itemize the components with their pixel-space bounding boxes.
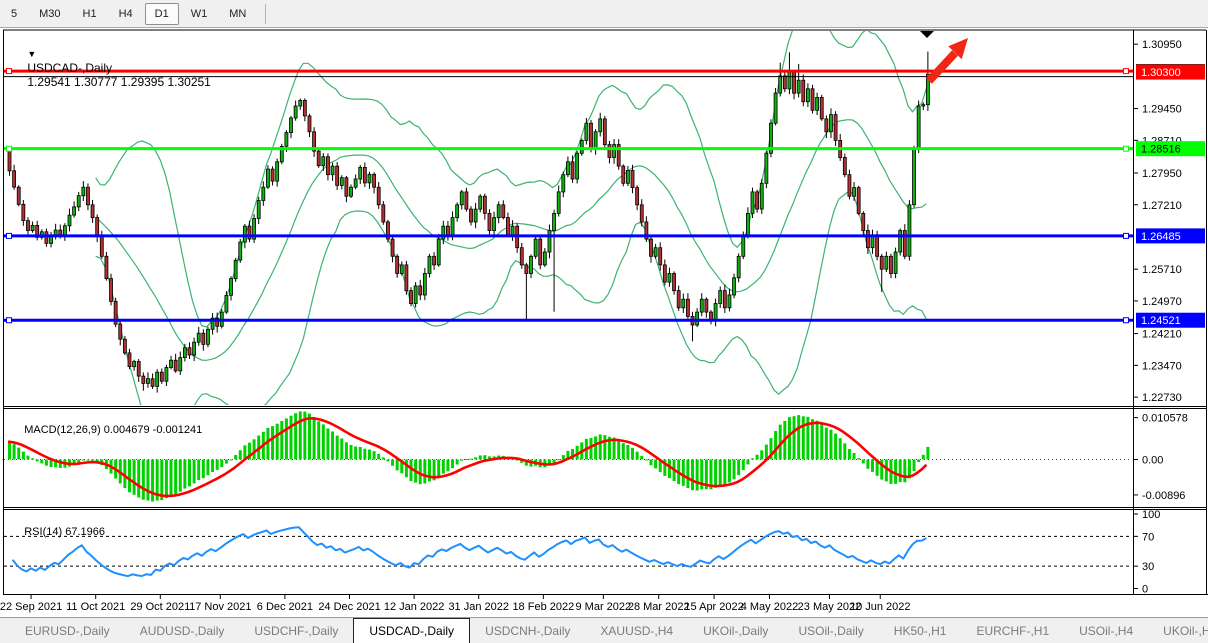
svg-text:15 Apr 2022: 15 Apr 2022 [684,601,743,613]
chart-tab-ukoildaily[interactable]: UKOil-,Daily [703,623,769,638]
price-badge-1.26485: 1.26485 [1136,228,1205,244]
chart-tab-usdcaddaily[interactable]: USDCAD-,Daily [353,618,471,643]
svg-text:100: 100 [1142,509,1160,521]
svg-text:9 Mar 2022: 9 Mar 2022 [576,601,632,613]
svg-text:12 Jan 2022: 12 Jan 2022 [384,601,445,613]
rsi-name: RSI(14) [24,526,63,538]
price-axis[interactable]: 1.309501.294501.287101.279501.272101.257… [1133,39,1182,404]
svg-text:1.24210: 1.24210 [1142,329,1182,341]
svg-text:4 May 2022: 4 May 2022 [741,601,798,613]
chart-tabs-bar: EURUSD-,Daily AUDUSD-,Daily USDCHF-,Daily U… [0,617,1208,643]
svg-text:1.27210: 1.27210 [1142,200,1182,212]
rsi-value: 67.1966 [65,526,105,538]
down-triangle-marker [920,31,934,38]
svg-text:1.30300: 1.30300 [1141,67,1181,79]
svg-text:10 Jun 2022: 10 Jun 2022 [850,601,911,613]
hline-1.26485[interactable] [4,232,1133,239]
macd-indicator-label: MACD(12,26,9) 0.004679 -0.001241 [12,412,202,448]
timeframe-button-m30[interactable]: M30 [39,7,61,20]
svg-text:29 Oct 2021: 29 Oct 2021 [130,601,190,613]
hline-1.30300[interactable] [4,68,1133,75]
chart-tab-usdcnhdaily[interactable]: USDCNH-,Daily [485,623,571,638]
chart-tab-eurchfh1[interactable]: EURCHF-,H1 [976,623,1050,638]
svg-text:22 Sep 2021: 22 Sep 2021 [0,601,62,613]
svg-text:1.26485: 1.26485 [1141,231,1181,243]
svg-text:1.25710: 1.25710 [1142,264,1182,276]
chart-tab-hk50h1[interactable]: HK50-,H1 [893,623,947,638]
svg-text:1.28516: 1.28516 [1141,144,1181,156]
bollinger-lower-band [95,191,927,405]
chart-tab-usoilh4[interactable]: USOil-,H4 [1079,623,1134,638]
chart-tab-xauusdh4[interactable]: XAUUSD-,H4 [600,623,674,638]
price-badge-1.30300: 1.30300 [1136,64,1205,80]
chart-frame [3,29,1208,595]
toolbar-separator [265,3,267,24]
svg-text:6 Dec 2021: 6 Dec 2021 [257,601,313,613]
svg-text:18 Feb 2022: 18 Feb 2022 [512,601,574,613]
hline-1.28516[interactable] [4,145,1133,152]
svg-text:1.29450: 1.29450 [1142,104,1182,116]
timeframe-button-h1[interactable]: H1 [82,7,97,20]
chart-tab-audusddaily[interactable]: AUDUSD-,Daily [139,623,225,638]
svg-text:17 Nov 2021: 17 Nov 2021 [189,601,251,613]
price-badge-1.28516: 1.28516 [1136,141,1205,157]
chart-canvas[interactable]: 1.309501.294501.287101.279501.272101.257… [0,28,1208,617]
svg-text:1.23470: 1.23470 [1142,360,1182,372]
chart-tab-eurusddaily[interactable]: EURUSD-,Daily [25,623,110,638]
svg-text:24 Dec 2021: 24 Dec 2021 [318,601,380,613]
chart-tab-ukoilh4[interactable]: UKOil-,H4 [1163,623,1208,638]
hline-1.24521[interactable] [4,317,1133,324]
symbol-dropdown-icon[interactable]: ▼ [27,49,37,59]
svg-text:-0.00896: -0.00896 [1142,490,1185,502]
svg-text:1.27950: 1.27950 [1142,168,1182,180]
timeframe-button-5[interactable]: 5 [11,7,18,20]
svg-text:31 Jan 2022: 31 Jan 2022 [448,601,509,613]
timeframe-button-d1[interactable]: D1 [144,2,179,25]
svg-text:30: 30 [1142,561,1154,573]
red-up-arrow[interactable] [926,38,968,84]
bollinger-middle-band [95,119,927,361]
chart-tab-usdchfdaily[interactable]: USDCHF-,Daily [254,623,339,638]
rsi-indicator-label: RSI(14) 67.1966 [12,514,105,550]
price-badge-1.24521: 1.24521 [1136,312,1205,328]
rsi-panel[interactable] [4,526,1133,578]
svg-text:70: 70 [1142,531,1154,543]
svg-text:0.00: 0.00 [1142,454,1163,466]
svg-text:1.30950: 1.30950 [1142,39,1182,51]
timeframe-toolbar: 5 M30 H1 H4 D1 W1 MN [0,0,1208,28]
macd-name: MACD(12,26,9) [24,424,101,436]
svg-text:1.24970: 1.24970 [1142,296,1182,308]
chart-symbol-label: USDCAD-,Daily [27,61,113,75]
chart-tab-usoildaily[interactable]: USOil-,Daily [798,623,864,638]
chart-title: ▼ USDCAD-,Daily 1.29541 1.30777 1.29395 … [14,33,211,103]
chart-ohlc-values: 1.29541 1.30777 1.29395 1.30251 [27,75,211,89]
svg-text:1.22730: 1.22730 [1142,392,1182,404]
svg-text:1.24521: 1.24521 [1141,315,1181,327]
svg-text:0: 0 [1142,584,1148,596]
macd-panel[interactable] [4,411,1133,502]
svg-text:23 May 2022: 23 May 2022 [798,601,862,613]
svg-text:11 Oct 2021: 11 Oct 2021 [66,601,125,613]
timeframe-button-w1[interactable]: W1 [190,7,208,20]
timeframe-button-h4[interactable]: H4 [118,7,133,20]
svg-text:0.010578: 0.010578 [1142,413,1188,425]
macd-axis[interactable]: 0.010578 0.00 -0.00896 [1133,413,1188,502]
svg-text:28 Mar 2022: 28 Mar 2022 [628,601,690,613]
timeframe-button-mn[interactable]: MN [229,7,247,20]
rsi-axis[interactable]: 100 70 30 0 [1133,509,1160,596]
macd-values: 0.004679 -0.001241 [103,424,203,436]
